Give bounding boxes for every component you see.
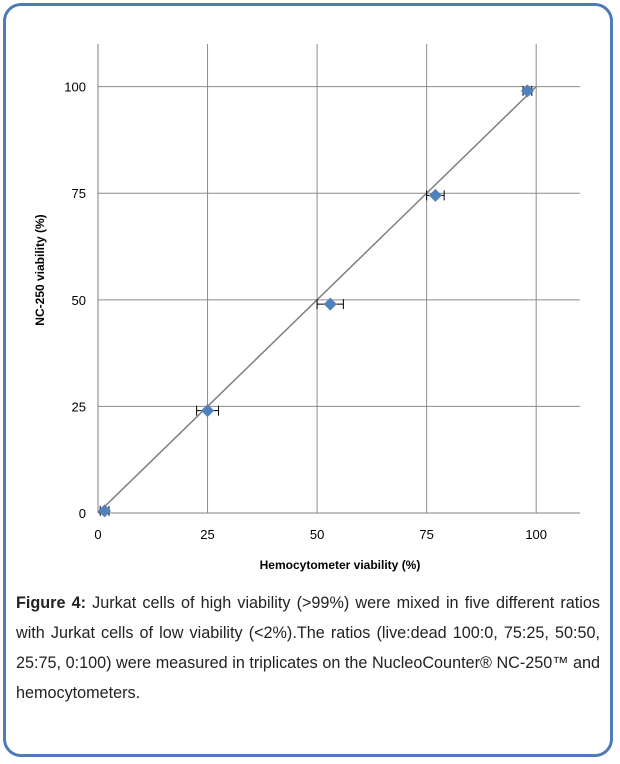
- tick-label-layer: 0 25 50 75 100 0 25 50 75 100: [64, 80, 547, 542]
- data-point: [323, 297, 337, 311]
- x-tick-label: 50: [310, 527, 324, 542]
- x-tick-label: 100: [525, 527, 547, 542]
- data-point: [428, 188, 442, 202]
- scatter-chart: 0 25 50 75 100 0 25 50 75 100 Hemocytometer viabi…: [33, 44, 580, 572]
- data-point: [201, 404, 215, 418]
- y-axis-title: NC-250 viability (%): [33, 214, 47, 325]
- y-tick-label: 25: [72, 399, 86, 414]
- figure-frame: [3, 3, 613, 757]
- grid-layer: [97, 44, 580, 514]
- y-tick-label: 100: [64, 80, 86, 95]
- data-point: [98, 504, 112, 518]
- figure-caption: Figure 4: Jurkat cells of high viability…: [16, 588, 600, 708]
- x-axis-title: Hemocytometer viability (%): [260, 558, 421, 572]
- y-tick-label: 50: [72, 293, 86, 308]
- caption-label: Figure 4:: [16, 594, 87, 612]
- caption-text: Jurkat cells of high viability (>99%) we…: [16, 594, 600, 702]
- data-point: [520, 84, 534, 98]
- y-tick-label: 0: [79, 506, 86, 521]
- x-tick-label: 25: [200, 527, 214, 542]
- x-tick-label: 75: [419, 527, 433, 542]
- y-tick-label: 75: [72, 186, 86, 201]
- x-tick-label: 0: [94, 527, 101, 542]
- data-point-layer: [98, 84, 534, 518]
